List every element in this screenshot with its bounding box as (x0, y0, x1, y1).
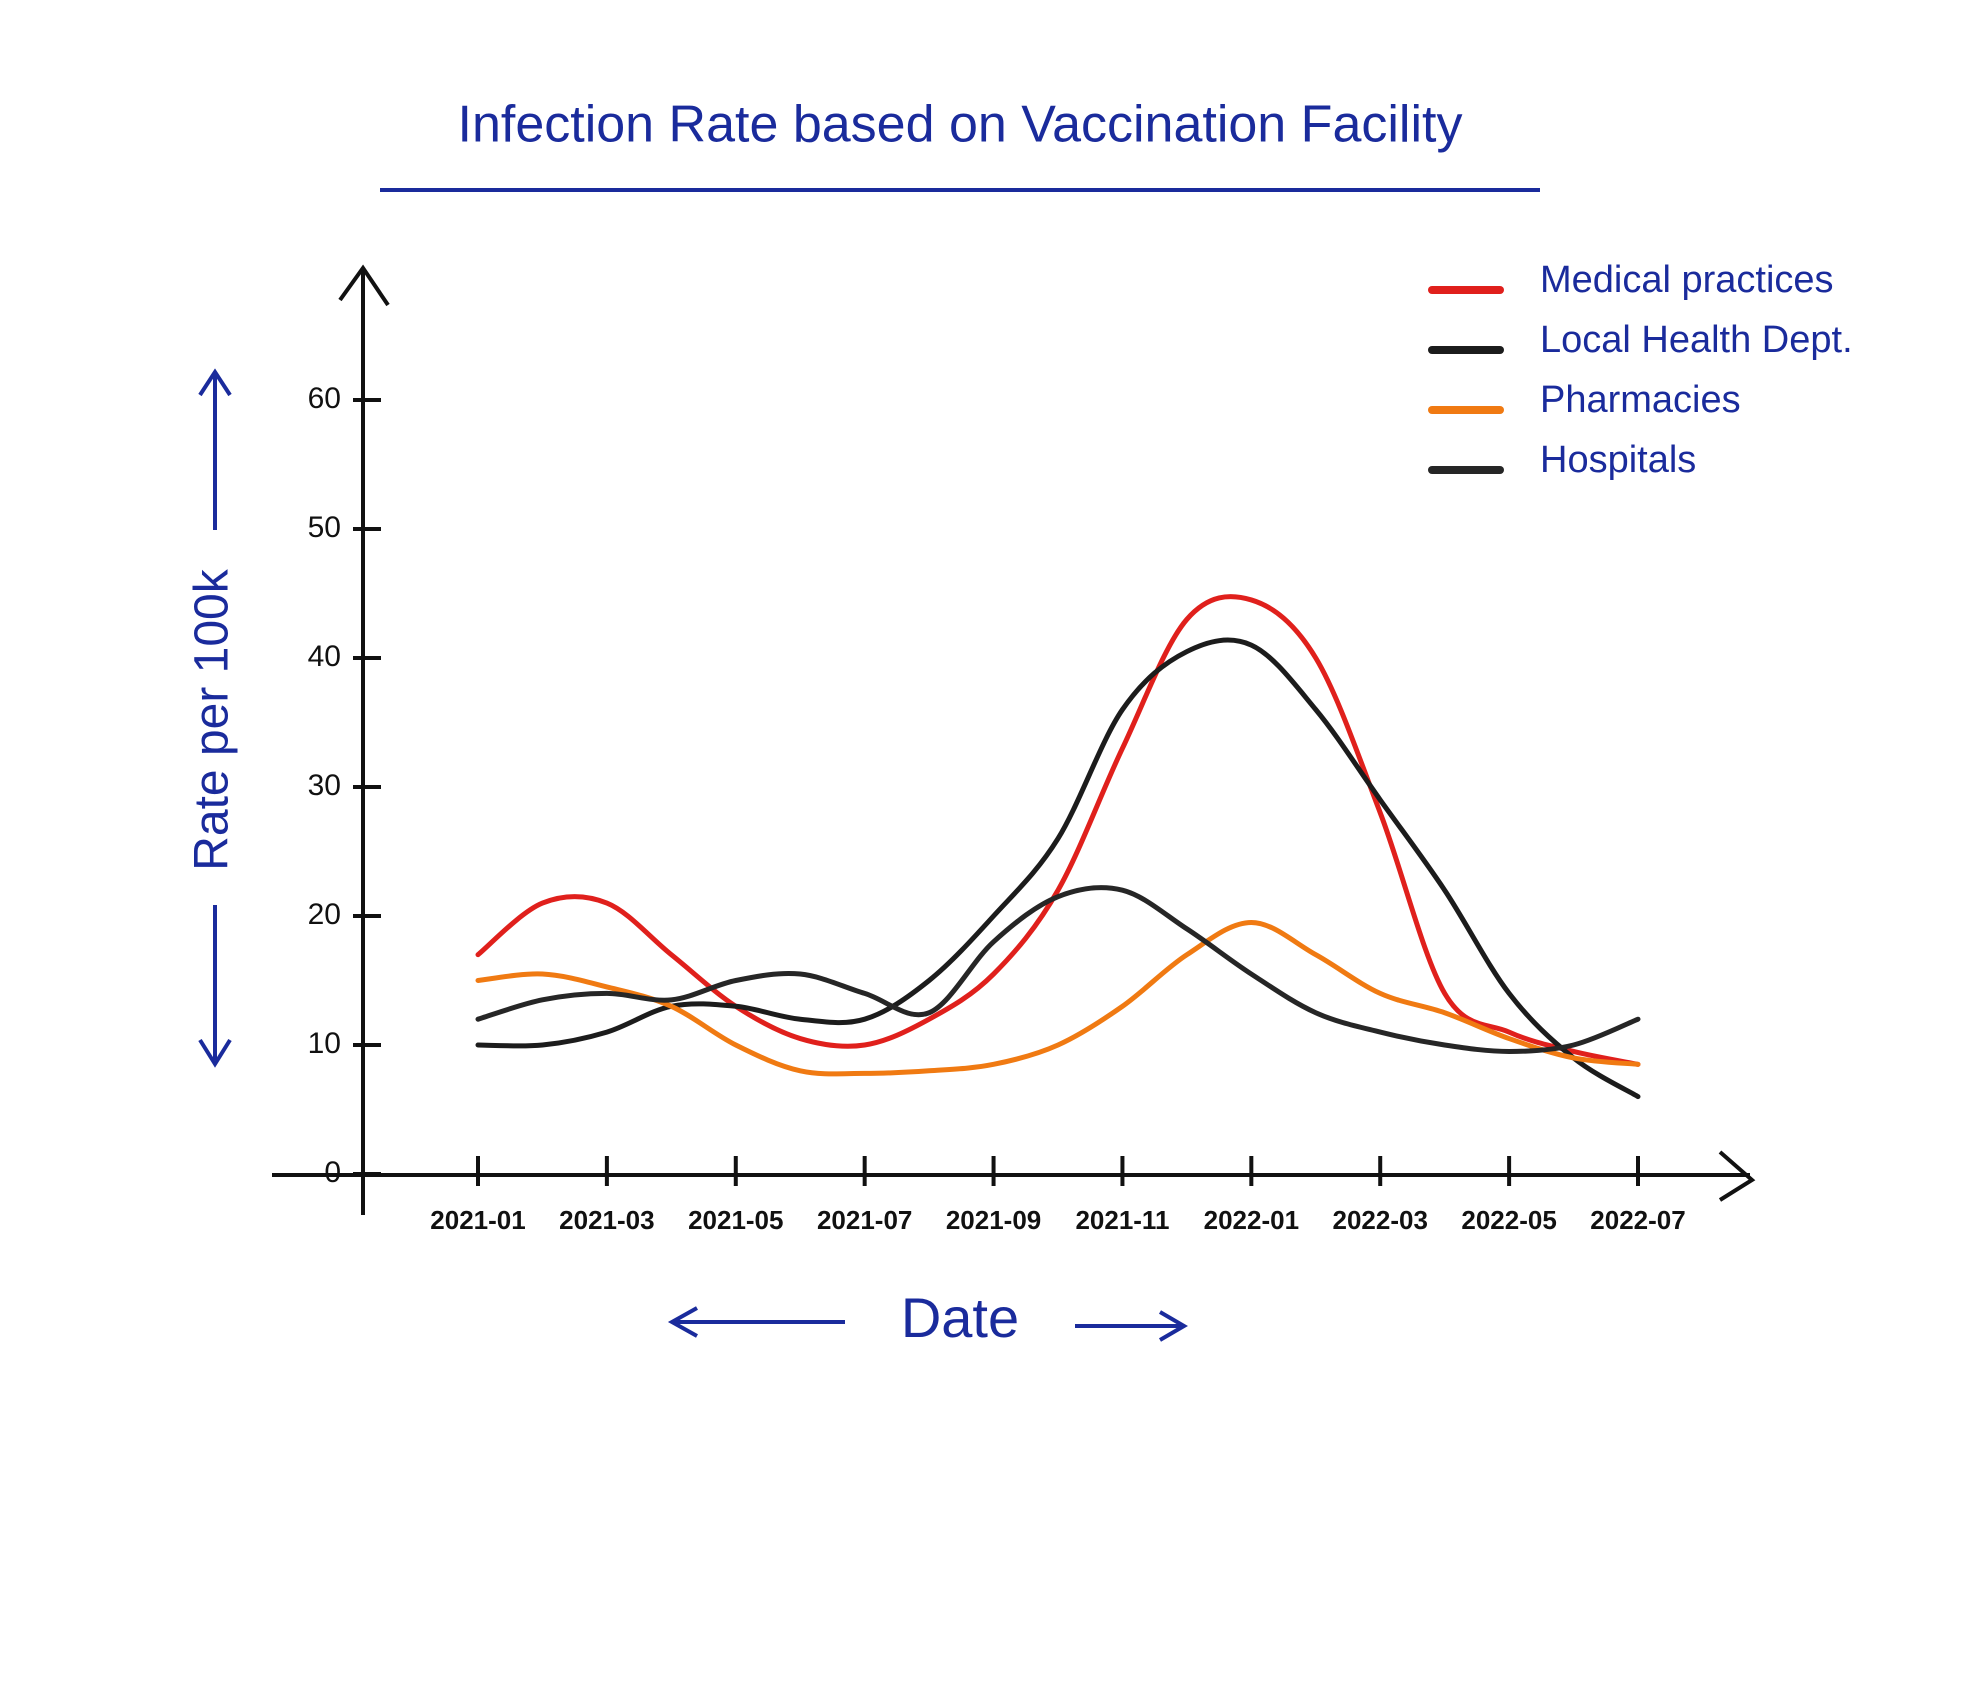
y-axis-label: Rate per 100k (186, 568, 239, 871)
x-tick-label: 2022-03 (1333, 1205, 1428, 1235)
arrow-left (667, 1306, 845, 1338)
x-tick-label: 2022-05 (1461, 1205, 1556, 1235)
x-tick-label: 2021-07 (817, 1205, 912, 1235)
arrow-up (198, 368, 232, 530)
y-tick-label: 30 (308, 769, 341, 802)
legend-label: Local Health Dept. (1540, 319, 1853, 361)
x-tick-label: 2021-11 (1075, 1205, 1169, 1235)
x-tick-label: 2022-01 (1204, 1205, 1299, 1235)
legend-label: Hospitals (1540, 439, 1696, 481)
series-line (475, 885, 1641, 1054)
y-tick-label: 40 (308, 640, 341, 673)
legend-label: Medical practices (1540, 259, 1834, 301)
axes (272, 264, 1756, 1215)
x-label-arrows (667, 1306, 1188, 1342)
y-tick-label: 10 (308, 1027, 341, 1060)
series-line (475, 594, 1641, 1067)
x-tick-label: 2021-05 (688, 1205, 783, 1235)
chart-title: Infection Rate based on Vaccination Faci… (458, 96, 1463, 154)
series-line (475, 637, 1641, 1100)
arrow-right (1075, 1310, 1188, 1342)
y-axis (338, 264, 390, 1215)
legend-label: Pharmacies (1540, 379, 1741, 421)
x-tick-label: 2021-03 (559, 1205, 654, 1235)
y-tick-label: 50 (308, 511, 341, 544)
y-tick-label: 0 (324, 1156, 341, 1189)
series-line (475, 919, 1641, 1077)
arrow-down (198, 905, 232, 1068)
x-tick-label: 2022-07 (1590, 1205, 1685, 1235)
y-tick-label: 60 (308, 382, 341, 415)
x-axis (272, 1150, 1756, 1202)
x-tick-label: 2021-09 (946, 1205, 1041, 1235)
y-tick-label: 20 (308, 898, 341, 931)
y-label-arrows (198, 368, 232, 1068)
x-tick-label: 2021-01 (430, 1205, 525, 1235)
x-axis-label: Date (901, 1286, 1019, 1349)
